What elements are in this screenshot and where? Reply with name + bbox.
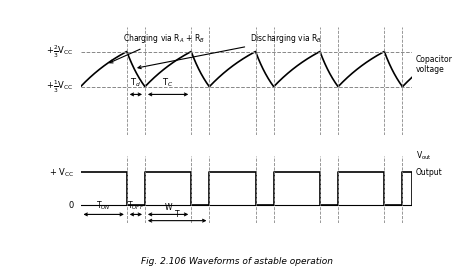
Text: T: T xyxy=(175,210,180,219)
Text: W: W xyxy=(164,203,172,213)
Text: T$_{ON}$: T$_{ON}$ xyxy=(96,200,111,213)
Text: $+\frac{1}{3}$V$_{\rm CC}$: $+\frac{1}{3}$V$_{\rm CC}$ xyxy=(46,79,74,95)
Text: V$_{\rm out}$: V$_{\rm out}$ xyxy=(416,150,432,162)
Text: Output: Output xyxy=(416,168,442,177)
Text: Charging via R$_A$ + R$_B$: Charging via R$_A$ + R$_B$ xyxy=(109,32,205,63)
Text: $+\frac{2}{3}$V$_{\rm CC}$: $+\frac{2}{3}$V$_{\rm CC}$ xyxy=(46,43,74,60)
Text: T$_d$: T$_d$ xyxy=(130,77,141,89)
Text: T$_C$: T$_C$ xyxy=(163,77,174,89)
Text: T$_{OFF}$: T$_{OFF}$ xyxy=(128,200,145,213)
Text: 0: 0 xyxy=(69,201,74,210)
Text: Discharging via R$_B$: Discharging via R$_B$ xyxy=(138,32,322,69)
Text: Fig. 2.106 Waveforms of astable operation: Fig. 2.106 Waveforms of astable operatio… xyxy=(141,257,333,266)
Text: Copacitor
voltage: Copacitor voltage xyxy=(416,55,453,74)
Text: $+$ V$_{\rm CC}$: $+$ V$_{\rm CC}$ xyxy=(48,166,74,179)
